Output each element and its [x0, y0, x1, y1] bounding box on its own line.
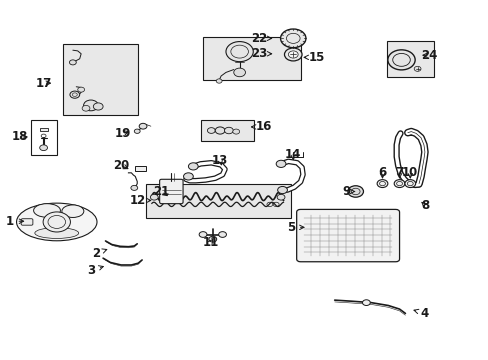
Text: 7: 7 [395, 166, 403, 179]
Ellipse shape [62, 205, 83, 217]
Bar [203, 37, 300, 80]
Ellipse shape [35, 228, 79, 238]
Circle shape [224, 127, 233, 134]
Circle shape [207, 128, 215, 134]
Circle shape [387, 50, 414, 70]
Circle shape [276, 160, 285, 167]
Text: 21: 21 [153, 185, 169, 198]
Circle shape [83, 100, 98, 111]
Circle shape [376, 180, 387, 188]
Circle shape [393, 180, 404, 188]
Circle shape [199, 231, 206, 237]
Circle shape [404, 180, 415, 188]
Circle shape [69, 60, 76, 65]
Circle shape [82, 105, 90, 111]
Text: 10: 10 [401, 166, 418, 179]
Text: 8: 8 [420, 199, 428, 212]
Circle shape [139, 123, 147, 129]
Circle shape [225, 41, 253, 62]
Bar [135, 166, 145, 171]
Circle shape [78, 87, 84, 92]
Circle shape [218, 231, 226, 237]
Circle shape [188, 163, 198, 170]
Ellipse shape [34, 204, 61, 217]
Text: 13: 13 [212, 154, 228, 167]
Text: 24: 24 [421, 49, 437, 62]
Text: 17: 17 [36, 77, 52, 90]
Circle shape [232, 129, 239, 134]
Circle shape [233, 68, 245, 77]
FancyBboxPatch shape [296, 210, 399, 262]
Text: 4: 4 [413, 307, 428, 320]
Text: 14: 14 [285, 148, 301, 161]
Circle shape [347, 186, 363, 197]
Text: 15: 15 [304, 51, 324, 64]
Circle shape [284, 48, 302, 61]
Bar [146, 184, 290, 218]
Bar [31, 120, 57, 155]
Text: 5: 5 [286, 221, 304, 234]
Text: 16: 16 [251, 121, 272, 134]
Circle shape [288, 51, 298, 58]
Circle shape [131, 185, 138, 190]
Text: 9: 9 [342, 185, 354, 198]
Bar [200, 120, 254, 141]
Text: 20: 20 [113, 159, 129, 172]
Circle shape [413, 66, 420, 71]
Circle shape [93, 103, 103, 110]
Text: 6: 6 [378, 166, 386, 179]
Text: 23: 23 [250, 47, 271, 60]
Text: 11: 11 [202, 236, 218, 249]
Circle shape [183, 173, 193, 180]
Text: 12: 12 [130, 194, 150, 207]
Circle shape [134, 129, 140, 134]
Bar [63, 44, 138, 116]
FancyBboxPatch shape [21, 219, 33, 225]
Text: 3: 3 [87, 264, 103, 277]
Circle shape [43, 212, 70, 232]
Text: 1: 1 [5, 215, 23, 228]
Circle shape [215, 127, 224, 134]
Circle shape [216, 79, 222, 83]
Circle shape [70, 91, 80, 98]
Circle shape [150, 194, 158, 200]
Circle shape [362, 300, 369, 306]
FancyBboxPatch shape [159, 179, 183, 204]
Circle shape [277, 194, 285, 200]
Circle shape [40, 145, 47, 150]
Ellipse shape [17, 203, 97, 241]
Text: 19: 19 [114, 127, 130, 140]
Bar [386, 41, 433, 77]
Text: 2: 2 [92, 247, 106, 260]
Circle shape [208, 236, 216, 242]
Text: 18: 18 [12, 130, 28, 144]
Circle shape [277, 186, 287, 194]
Text: 22: 22 [250, 32, 271, 45]
Circle shape [280, 29, 305, 48]
Bar [40, 129, 47, 131]
